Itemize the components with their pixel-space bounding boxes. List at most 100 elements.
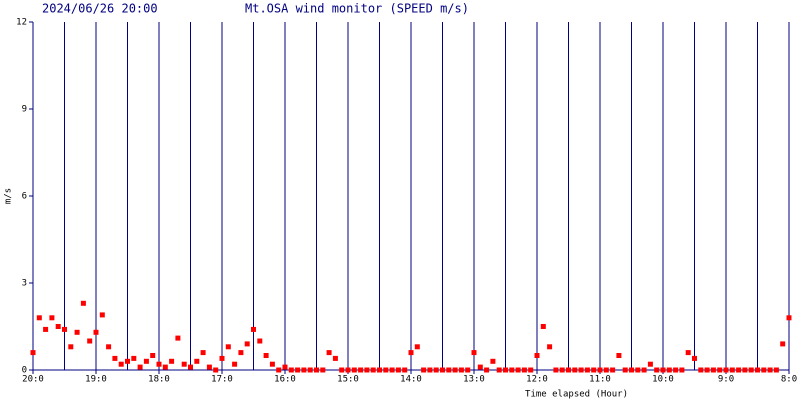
point [351,367,357,373]
point [131,355,137,361]
point [591,367,597,373]
point [251,326,256,332]
point [761,367,767,373]
point [326,350,332,356]
point [288,367,294,373]
point [647,361,653,367]
point [118,361,124,367]
point [181,361,187,367]
point [723,367,729,373]
point [156,361,162,367]
point [421,367,427,373]
point [458,367,464,373]
x-tick-label: 15:0 [337,375,359,385]
point [169,358,175,364]
point [125,358,130,364]
point [332,355,338,361]
point [414,344,420,350]
point [30,350,36,356]
point [162,364,168,370]
point [427,367,433,373]
point [301,367,307,373]
point [143,358,149,364]
point [654,367,660,373]
point [767,367,773,373]
point [389,367,395,373]
point [370,367,376,373]
x-axis-label: Time elapsed (Hour) [525,390,628,400]
x-tick-label: 9:0 [718,375,734,385]
point [408,350,414,356]
point [622,367,628,373]
point [635,367,641,373]
point [339,367,345,373]
point [68,344,74,350]
point [80,300,86,306]
point [717,367,723,373]
point [383,367,389,373]
point [773,367,779,373]
point [471,350,477,356]
point [395,367,401,373]
x-tick-label: 19:0 [85,375,107,385]
point [219,355,225,361]
point [786,315,792,321]
point [74,329,80,335]
point [257,338,263,344]
x-tick-label: 10:0 [652,375,674,385]
x-tick-label: 11:0 [589,375,611,385]
chart-title: Mt.OSA wind monitor (SPEED m/s) [245,2,469,16]
point [137,364,143,370]
point [521,367,527,373]
point [477,364,483,370]
point [238,350,244,356]
point [484,367,490,373]
x-tick-label: 12:0 [526,375,548,385]
point [490,358,496,364]
point [692,355,697,361]
point [515,367,521,373]
point [175,335,181,341]
point [540,324,546,329]
point [36,315,42,321]
x-tick-label: 14:0 [400,375,422,385]
x-tick-label: 17:0 [211,375,233,385]
y-tick-label: 12 [16,18,27,28]
y-tick-label: 9 [22,105,27,115]
point [673,367,679,373]
point [603,367,609,373]
y-tick-label: 6 [22,192,27,202]
point [698,367,704,373]
point [112,355,118,361]
point [572,367,578,373]
point [553,367,559,373]
point [43,326,49,332]
point [534,353,540,358]
point [244,341,250,347]
point [345,367,351,373]
point [641,367,647,373]
point [55,324,61,329]
point [528,367,534,373]
point [685,350,691,356]
point [364,367,370,373]
point [106,344,112,350]
point [610,367,616,373]
point [704,367,710,373]
point [496,367,502,373]
point [62,326,67,332]
point [307,367,313,373]
point [710,367,716,373]
x-tick-label: 20:0 [22,375,44,385]
x-tick-label: 16:0 [274,375,296,385]
x-tick-label: 8:0 [781,375,797,385]
point [314,367,319,373]
point [742,367,748,373]
point [446,367,452,373]
point [232,361,238,367]
point [282,364,288,370]
point [780,341,786,347]
point [736,367,742,373]
y-axis-label: m/s [4,188,14,204]
